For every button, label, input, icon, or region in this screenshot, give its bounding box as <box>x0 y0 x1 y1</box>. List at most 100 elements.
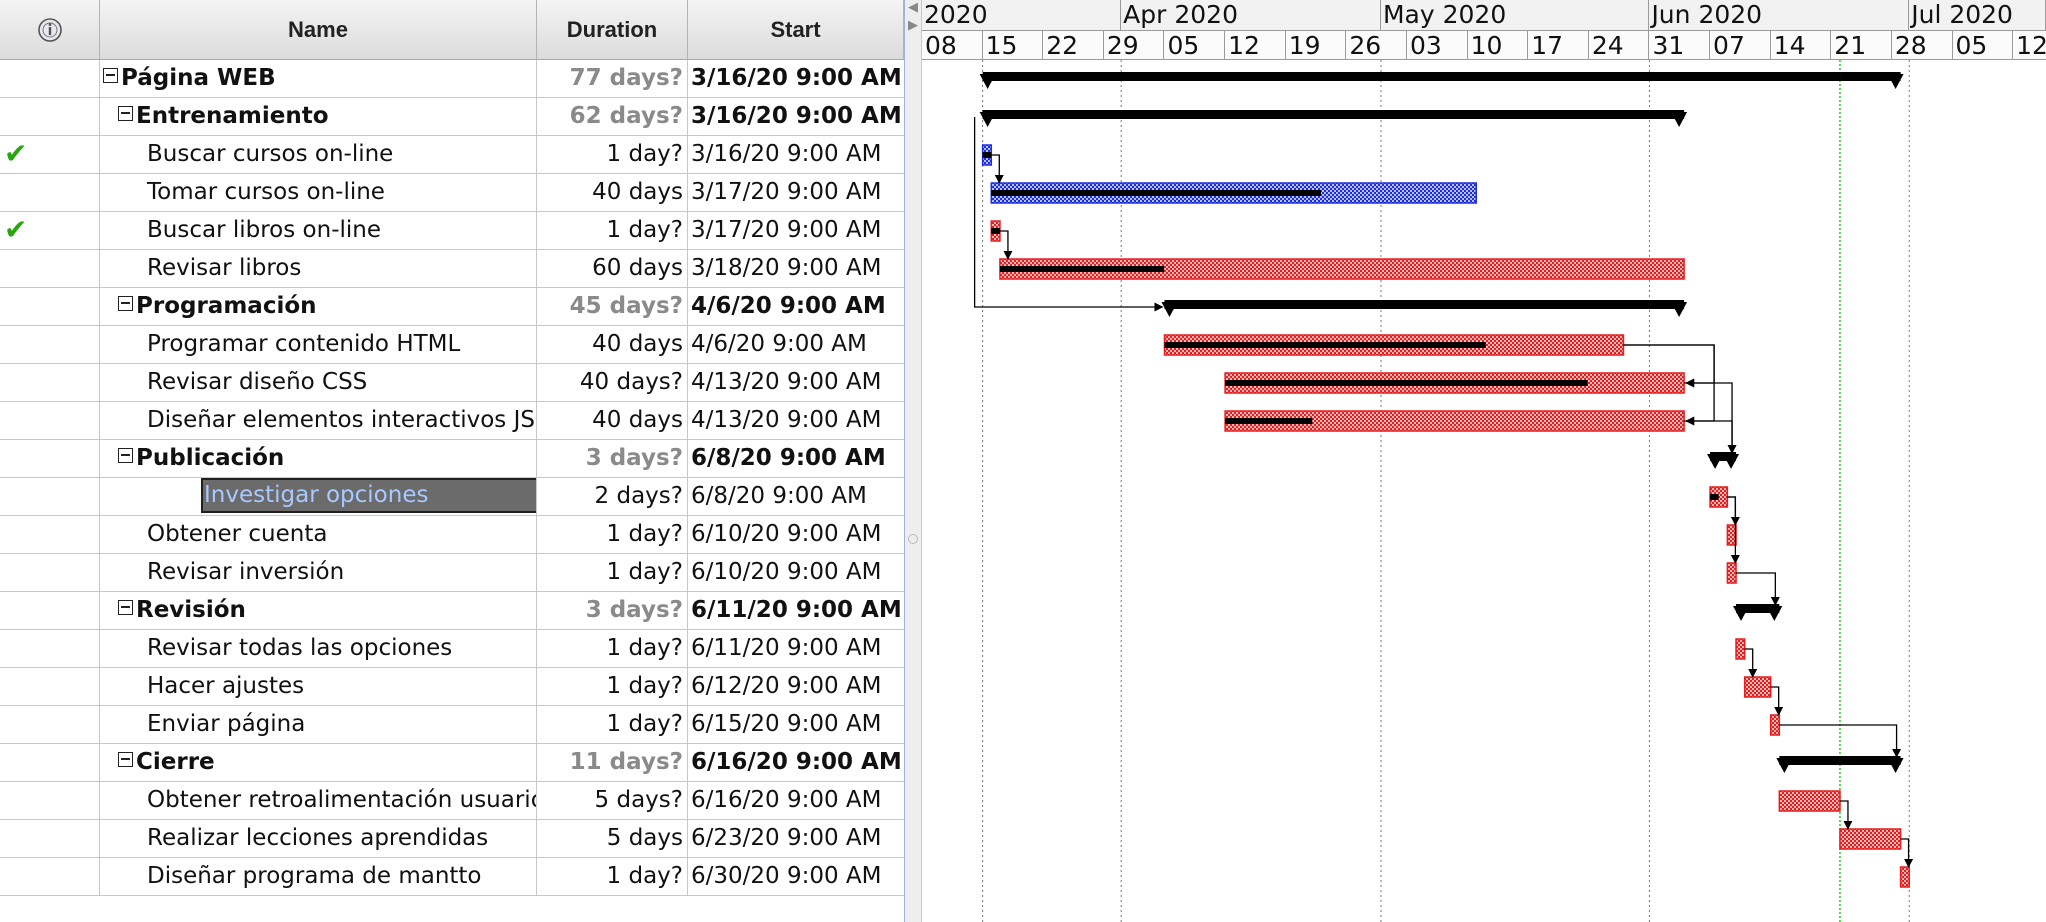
duration-cell[interactable]: 1 day? <box>537 136 688 173</box>
start-cell[interactable]: 6/10/20 9:00 AM <box>691 521 882 547</box>
task-row[interactable]: Diseñar programa de mantto 1 day? 6/30/20 … <box>0 858 904 896</box>
task-row[interactable]: Tomar cursos on-line 40 days 3/17/20 9:00 … <box>0 174 904 212</box>
task-row[interactable]: Revisar inversión 1 day? 6/10/20 9:00 AM <box>0 554 904 592</box>
start-column-header[interactable]: Start <box>688 0 904 60</box>
splitter[interactable]: ◀ ▶ <box>904 0 922 922</box>
duration-cell[interactable]: 60 days <box>537 250 688 287</box>
duration-cell[interactable]: 2 days? <box>537 478 688 515</box>
task-name-cell[interactable]: Diseñar elementos interactivos JS <box>100 402 537 439</box>
task-row[interactable]: Enviar página 1 day? 6/15/20 9:00 AM <box>0 706 904 744</box>
start-cell[interactable]: 3/18/20 9:00 AM <box>691 255 882 281</box>
collapse-left-icon[interactable]: ◀ <box>908 0 918 15</box>
start-cell[interactable]: 6/16/20 9:00 AM <box>691 749 902 775</box>
task-name-cell[interactable]: Revisión <box>100 592 537 629</box>
task-name-cell[interactable]: Tomar cursos on-line <box>100 174 537 211</box>
critical-task-bar[interactable] <box>1778 790 1841 812</box>
task-row[interactable]: Realizar lecciones aprendidas 5 days 6/23/… <box>0 820 904 858</box>
start-cell[interactable]: 3/16/20 9:00 AM <box>691 103 902 129</box>
task-name-cell[interactable]: Buscar libros on-line <box>100 212 537 249</box>
duration-cell[interactable]: 5 days? <box>537 782 688 819</box>
duration-cell[interactable]: 3 days? <box>537 440 688 477</box>
task-row[interactable]: Programar contenido HTML 40 days 4/6/20 9:… <box>0 326 904 364</box>
collapse-right-icon[interactable]: ▶ <box>908 18 918 33</box>
critical-task-bar[interactable] <box>1726 562 1737 584</box>
start-cell[interactable]: 4/6/20 9:00 AM <box>691 331 867 357</box>
task-row[interactable]: Revisar todas las opciones 1 day? 6/11/20 … <box>0 630 904 668</box>
task-name-cell[interactable]: Buscar cursos on-line <box>100 136 537 173</box>
duration-cell[interactable]: 77 days? <box>537 60 688 97</box>
start-cell[interactable]: 3/16/20 9:00 AM <box>691 141 882 167</box>
indicators-column-header[interactable] <box>0 0 100 60</box>
duration-cell[interactable]: 1 day? <box>537 706 688 743</box>
duration-cell[interactable]: 1 day? <box>537 516 688 553</box>
task-name-cell[interactable]: Página WEB <box>100 60 537 97</box>
task-name-editor[interactable]: Investigar opciones <box>201 478 536 513</box>
gantt-canvas[interactable] <box>922 0 2046 922</box>
critical-task-bar[interactable] <box>1743 676 1772 698</box>
task-name-cell[interactable]: Diseñar programa de mantto <box>100 858 537 895</box>
task-name-cell[interactable]: Obtener cuenta <box>100 516 537 553</box>
duration-cell[interactable]: 1 day? <box>537 554 688 591</box>
duration-cell[interactable]: 40 days <box>537 402 688 439</box>
duration-cell[interactable]: 1 day? <box>537 668 688 705</box>
start-cell[interactable]: 6/23/20 9:00 AM <box>691 825 882 851</box>
collapse-toggle-icon[interactable] <box>118 448 133 463</box>
task-row[interactable]: ✔ Buscar cursos on-line 1 day? 3/16/20 9:00… <box>0 136 904 174</box>
collapse-toggle-icon[interactable] <box>118 600 133 615</box>
task-name-cell[interactable]: Revisar todas las opciones <box>100 630 537 667</box>
start-cell[interactable]: 6/12/20 9:00 AM <box>691 673 882 699</box>
critical-task-bar[interactable] <box>1735 638 1746 660</box>
duration-cell[interactable]: 1 day? <box>537 212 688 249</box>
summary-bar[interactable] <box>982 110 1685 119</box>
summary-bar[interactable] <box>1736 604 1780 613</box>
start-cell[interactable]: 6/16/20 9:00 AM <box>691 787 882 813</box>
task-row[interactable]: Investigar opciones 2 days? 6/8/20 9:00 AM <box>0 478 904 516</box>
start-cell[interactable]: 4/13/20 9:00 AM <box>691 407 882 433</box>
task-name-cell[interactable]: Realizar lecciones aprendidas <box>100 820 537 857</box>
task-name-cell[interactable]: Revisar diseño CSS <box>100 364 537 401</box>
collapse-toggle-icon[interactable] <box>118 752 133 767</box>
task-row[interactable]: ✔ Buscar libros on-line 1 day? 3/17/20 9:00… <box>0 212 904 250</box>
name-column-header[interactable]: Name <box>100 0 537 60</box>
summary-bar[interactable] <box>1164 300 1685 309</box>
duration-cell[interactable]: 45 days? <box>537 288 688 325</box>
start-cell[interactable]: 6/11/20 9:00 AM <box>691 597 902 623</box>
task-row[interactable]: Revisar libros 60 days 3/18/20 9:00 AM <box>0 250 904 288</box>
start-cell[interactable]: 3/16/20 9:00 AM <box>691 65 902 91</box>
critical-task-bar[interactable] <box>1899 866 1910 888</box>
task-name-cell[interactable]: Enviar página <box>100 706 537 743</box>
duration-cell[interactable]: 11 days? <box>537 744 688 781</box>
task-row[interactable]: Revisión 3 days? 6/11/20 9:00 AM <box>0 592 904 630</box>
task-name-cell[interactable]: Obtener retroalimentación usuario <box>100 782 537 819</box>
duration-cell[interactable]: 5 days <box>537 820 688 857</box>
start-cell[interactable]: 3/17/20 9:00 AM <box>691 217 882 243</box>
start-cell[interactable]: 4/6/20 9:00 AM <box>691 293 886 319</box>
task-row[interactable]: Revisar diseño CSS 40 days? 4/13/20 9:00 A… <box>0 364 904 402</box>
summary-bar[interactable] <box>1710 452 1737 461</box>
start-cell[interactable]: 3/17/20 9:00 AM <box>691 179 882 205</box>
task-row[interactable]: Hacer ajustes 1 day? 6/12/20 9:00 AM <box>0 668 904 706</box>
task-name-cell[interactable]: Entrenamiento <box>100 98 537 135</box>
start-cell[interactable]: 6/8/20 9:00 AM <box>691 445 886 471</box>
collapse-toggle-icon[interactable] <box>118 296 133 311</box>
task-row[interactable]: Entrenamiento 62 days? 3/16/20 9:00 AM <box>0 98 904 136</box>
task-name-cell[interactable]: Cierre <box>100 744 537 781</box>
splitter-grip-icon[interactable] <box>908 534 918 544</box>
start-cell[interactable]: 6/30/20 9:00 AM <box>691 863 882 889</box>
duration-cell[interactable]: 1 day? <box>537 858 688 895</box>
critical-task-bar[interactable] <box>1839 828 1902 850</box>
task-name-cell[interactable]: Investigar opciones <box>100 478 537 515</box>
task-row[interactable]: Diseñar elementos interactivos JS 40 days… <box>0 402 904 440</box>
duration-cell[interactable]: 40 days? <box>537 364 688 401</box>
start-cell[interactable]: 6/8/20 9:00 AM <box>691 483 867 509</box>
duration-cell[interactable]: 3 days? <box>537 592 688 629</box>
task-name-cell[interactable]: Programar contenido HTML <box>100 326 537 363</box>
duration-cell[interactable]: 40 days <box>537 326 688 363</box>
task-name-cell[interactable]: Revisar inversión <box>100 554 537 591</box>
start-cell[interactable]: 4/13/20 9:00 AM <box>691 369 882 395</box>
duration-column-header[interactable]: Duration <box>537 0 688 60</box>
duration-cell[interactable]: 1 day? <box>537 630 688 667</box>
task-row[interactable]: Programación 45 days? 4/6/20 9:00 AM <box>0 288 904 326</box>
task-row[interactable]: Cierre 11 days? 6/16/20 9:00 AM <box>0 744 904 782</box>
task-name-cell[interactable]: Hacer ajustes <box>100 668 537 705</box>
